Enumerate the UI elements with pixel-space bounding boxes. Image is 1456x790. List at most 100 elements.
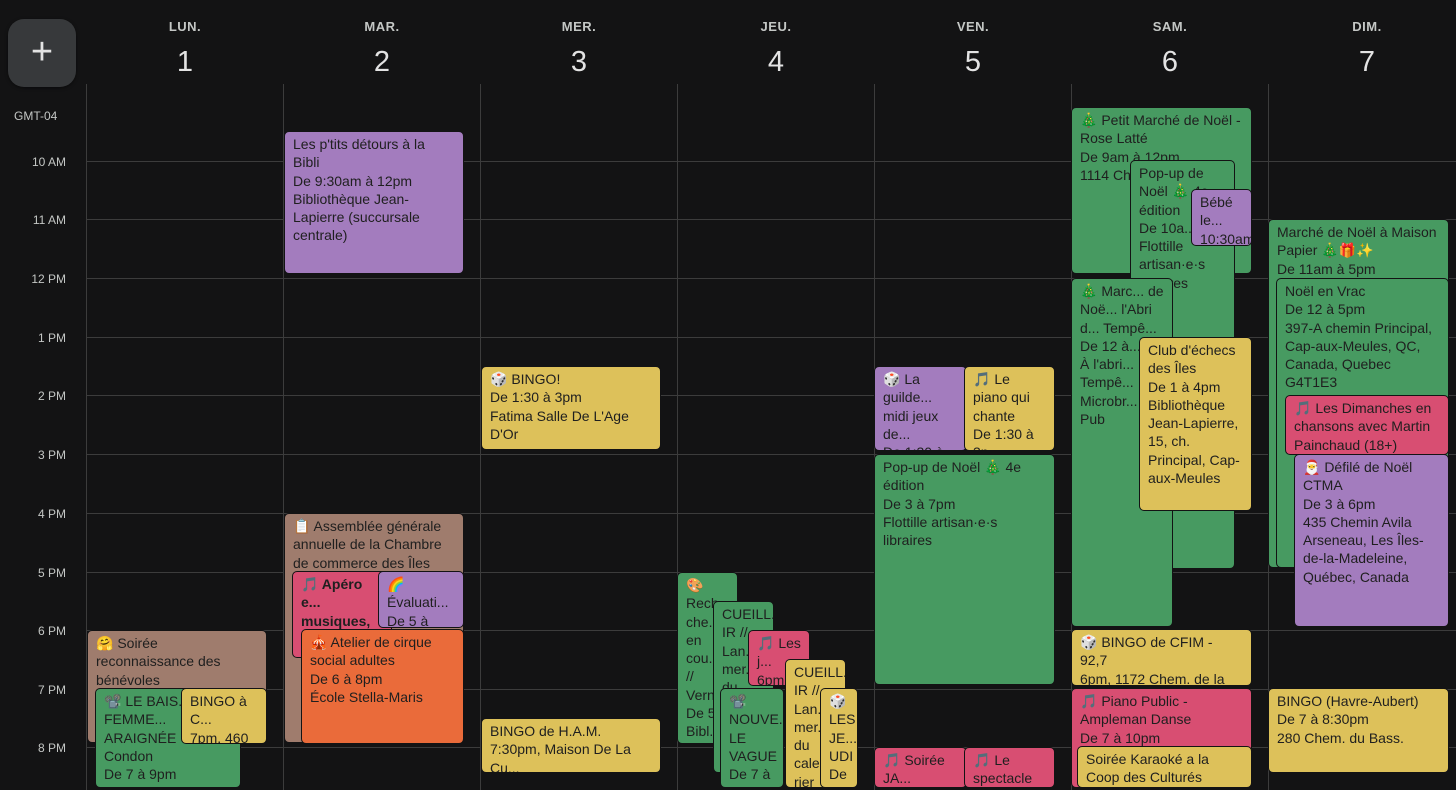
day-number[interactable]: 3 [570,46,588,78]
create-event-button[interactable]: + [8,19,76,87]
time-label: 10 AM [31,155,66,169]
day-header-sat[interactable]: SAM. 6 [1072,0,1268,107]
event-guilde-jeux[interactable]: 🎲 La guilde... midi jeux de...De 1:30 à … [874,366,967,451]
event-soiree-jazz[interactable]: 🎵 Soirée JA... Vendredi 5 [874,747,967,788]
day-header-sun[interactable]: DIM. 7 [1269,0,1456,107]
event-detail: De 7 à 8:30pm [1277,711,1369,728]
event-detail: 435 Chemin Avila Arseneau, Les Îles-de-l… [1303,513,1424,585]
event-title: BINGO à C... [190,693,247,728]
event-title: 📽️ LE BAIS... LA FEMME... ARAIGNÉE [104,693,211,746]
day-header-wed[interactable]: MER. 3 [481,0,677,107]
day-number[interactable]: 4 [767,46,785,78]
time-label: 8 PM [37,741,66,755]
day-divider [86,84,87,790]
event-title: 🎵 Les j... [757,635,801,670]
event-soiree-karaoke[interactable]: Soirée Karaoké a la Coop des Culturés [1077,746,1252,788]
event-evaluation[interactable]: 🌈 Évaluati...De 5 à 6pm [378,571,464,628]
event-detail: Fatima Salle De L'Age D'Or [490,407,629,442]
event-les-jeudi[interactable]: 🎲 LES JE... UDI De 7 [820,688,858,788]
day-number[interactable]: 1 [176,46,194,78]
event-detail: 10:30am [1200,230,1252,246]
hour-line [86,513,1456,514]
event-title: 📽️ NOUVE... LE VAGUE [729,693,783,764]
event-bingo-ham[interactable]: BINGO de H.A.M. 7:30pm, Maison De La Cu..… [481,718,661,773]
event-detail: De 12 à 5pm [1285,301,1366,318]
day-header-thu[interactable]: JEU. 4 [678,0,874,107]
day-name: VEN. [956,19,990,34]
time-label: 2 PM [37,389,66,403]
event-detail: Bibliothèque Jean-Lapierre (succursale c… [293,190,420,244]
event-detail: De 7 [829,766,847,787]
event-detail: De 1:30 à 3pm [490,389,582,406]
event-title: BINGO (Havre-Aubert) [1277,693,1419,709]
event-detail: De 1 à 4pm [1148,378,1221,395]
event-bingo-c[interactable]: BINGO à C...7pm, 460 C... [181,688,267,744]
event-bingo[interactable]: 🎲 BINGO! De 1:30 à 3pm Fatima Salle De L'A… [481,366,661,450]
event-detail: De 7 à 9pm [104,766,177,783]
event-detail: De 10a... [1139,219,1196,236]
hour-line [86,395,1456,396]
event-detail: 397-A chemin Principal, Cap-aux-Meules, … [1285,319,1433,391]
day-number[interactable]: 7 [1358,46,1376,78]
event-title: 🎲 BINGO de CFIM - 92,7 [1080,634,1213,669]
hour-line [86,572,1456,573]
day-name: JEU. [760,19,792,34]
day-number[interactable]: 6 [1161,46,1179,78]
hour-line [86,161,1456,162]
day-divider [283,84,284,790]
event-detail: De 11am à 5pm [1277,260,1376,277]
event-ptits-detours[interactable]: Les p'tits détours à la Bibli De 9:30am à… [284,131,464,274]
event-title: Soirée Karaoké a la Coop des Culturés [1086,751,1209,786]
event-detail: Flottille artisan·e·s libraires [883,513,998,549]
event-bebe-lecteur[interactable]: Bébé le... 10:30am [1191,189,1252,246]
event-detail: De 3 à 7pm [883,495,956,512]
event-les-j[interactable]: 🎵 Les j... 6pm [748,630,810,686]
event-title: 🎲 BINGO! [490,371,561,387]
event-detail: 7pm, 460 C... [190,729,249,744]
event-detail: De 1:30 à 3p... [883,443,958,450]
event-club-echecs[interactable]: Club d'échecs des Îles De 1 à 4pm Biblioth… [1139,337,1252,511]
event-bingo-cfim[interactable]: 🎲 BINGO de CFIM - 92,7 6pm, 1172 Chem. de… [1071,629,1252,686]
event-dimanches-chansons[interactable]: 🎵 Les Dimanches en chansons avec Martin … [1285,395,1449,455]
event-title: 🎄 Petit Marché de Noël - Rose Latté [1080,112,1241,147]
time-label: 3 PM [37,448,66,462]
hour-line [86,278,1456,279]
event-detail: École Stella-Maris [310,688,423,705]
event-atelier-cirque[interactable]: 🎪 Atelier de cirque social adultes De 6 à… [301,629,464,744]
event-defile-noel[interactable]: 🎅 Défilé de Noël CTMA De 3 à 6pm 435 Chemi… [1294,454,1449,627]
day-header-tue[interactable]: MAR. 2 [284,0,480,107]
day-name: MAR. [364,19,400,34]
event-title: 📋 Assemblée générale annuelle de la Cham… [293,518,442,571]
event-title: 🎄 Marc... de Noë... l'Abri d... Tempê... [1080,283,1164,336]
event-title: 🎪 Atelier de cirque social adultes [310,634,432,669]
event-le-baiser-femme-araignee[interactable]: 📽️ LE BAIS... LA FEMME... ARAIGNÉE Condon… [95,688,241,788]
event-title: 🌈 Évaluati... [387,576,449,611]
day-header-mon[interactable]: LUN. 1 [87,0,283,107]
event-title: 🎵 Le piano qui chante [973,371,1030,424]
day-name: MER. [561,19,597,34]
timezone-label: GMT-04 [14,109,58,123]
day-name: SAM. [1152,19,1188,34]
event-title: 🎵 Le spectacle [973,752,1033,787]
time-label: 11 AM [32,213,66,227]
day-header-fri[interactable]: VEN. 5 [875,0,1071,107]
event-title: Bébé le... [1200,194,1233,229]
event-bingo-havre-aubert[interactable]: BINGO (Havre-Aubert) De 7 à 8:30pm 280 Che… [1268,688,1449,773]
hour-line [86,454,1456,455]
event-detail: De 5 à 6pm [387,612,429,628]
event-popup-noel-ven[interactable]: Pop-up de Noël 🎄 4e édition De 3 à 7pm Flo… [874,454,1055,685]
hour-line [86,219,1456,220]
time-label: 4 PM [37,507,66,521]
event-le-spectacle[interactable]: 🎵 Le spectacle [964,747,1055,788]
event-detail: Condon [104,747,154,764]
day-name: LUN. [168,19,202,34]
event-detail: De 12 à... [1080,337,1141,354]
day-number[interactable]: 5 [964,46,982,78]
event-detail: De 7 à 9 [729,766,771,787]
day-number[interactable]: 2 [373,46,391,78]
event-detail: De 3 à 6pm [1303,495,1376,512]
event-detail: 7:30pm, Maison De La Cu... [490,741,631,773]
hour-line [86,337,1456,338]
